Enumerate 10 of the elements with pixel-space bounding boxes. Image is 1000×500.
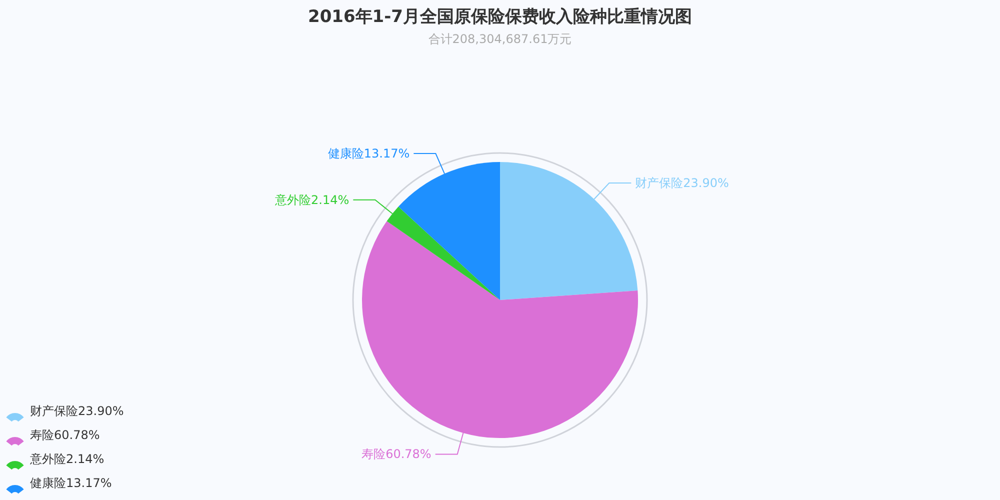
chart-title: 2016年1-7月全国原保险保费收入险种比重情况图 [308, 7, 692, 27]
legend-label: 健康险13.17% [30, 476, 112, 490]
legend-label: 财产保险23.90% [30, 404, 124, 418]
slice-label: 健康险13.17% [328, 146, 410, 161]
slice-label: 财产保险23.90% [635, 176, 729, 190]
slice-label: 意外险2.14% [274, 192, 350, 207]
legend-label: 意外险2.14% [29, 452, 104, 466]
slice-label: 寿险60.78% [362, 447, 432, 462]
legend-label: 寿险60.78% [30, 428, 100, 442]
chart-subtitle: 合计208,304,687.61万元 [428, 32, 572, 46]
